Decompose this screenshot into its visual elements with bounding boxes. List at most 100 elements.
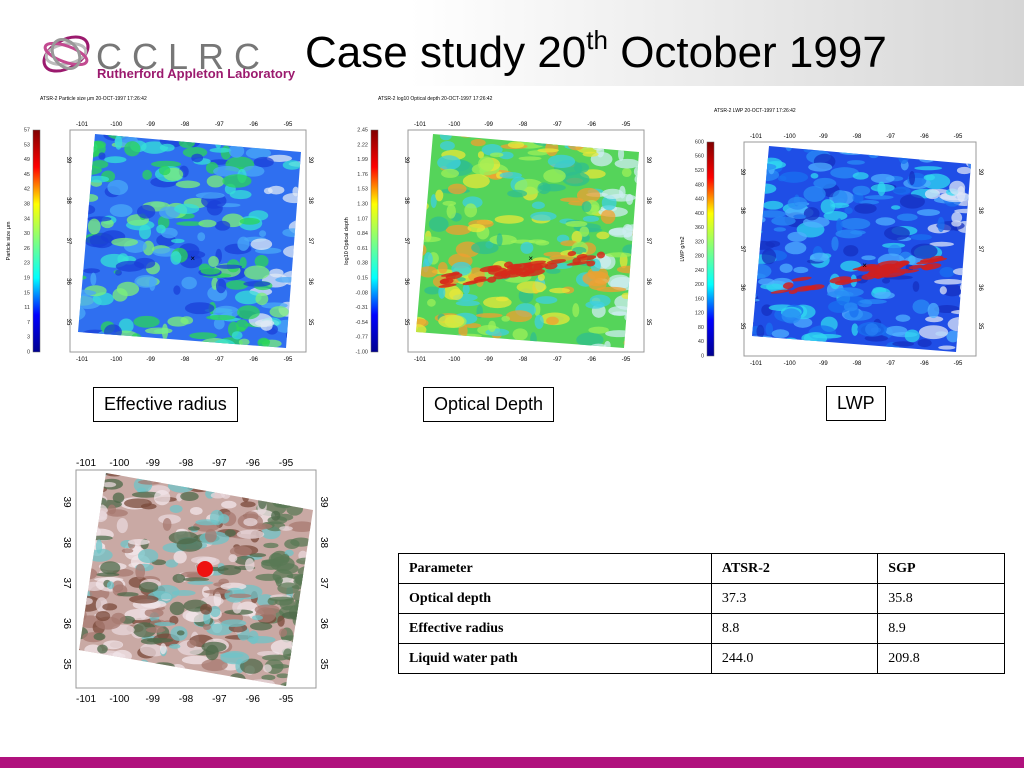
map-blob xyxy=(547,154,576,169)
map-blob xyxy=(191,153,204,163)
map-blob xyxy=(205,528,217,543)
map-blob xyxy=(234,290,262,305)
map-blob xyxy=(263,664,272,673)
map-blob xyxy=(117,592,139,597)
colorbar-tick-label: 2.45 xyxy=(357,127,368,133)
map-blob xyxy=(576,187,601,203)
map-blob xyxy=(813,177,837,189)
map-blob xyxy=(171,238,185,244)
map-blob xyxy=(596,286,627,293)
map-blob xyxy=(109,204,133,217)
map-blob xyxy=(206,623,234,636)
map-blob xyxy=(475,313,503,318)
map-blob xyxy=(938,345,956,350)
map-blob xyxy=(477,151,484,159)
map-blob xyxy=(170,251,182,265)
map-blob xyxy=(494,215,524,224)
map-blob xyxy=(140,503,157,510)
map-blob xyxy=(565,220,588,227)
map-blob xyxy=(195,192,225,199)
map-blob xyxy=(202,623,211,631)
map-blob xyxy=(442,200,457,206)
map-streak xyxy=(445,273,463,280)
lon-tick-label: -101 xyxy=(750,361,763,367)
map-blob xyxy=(545,268,561,274)
lat-tick-label: 37 xyxy=(65,238,71,245)
lon-tick-label: -99 xyxy=(146,357,155,363)
map-streak xyxy=(901,269,920,274)
colorbar-tick-label: 7 xyxy=(27,320,30,326)
cell: Optical depth xyxy=(398,583,712,614)
map-blob xyxy=(142,169,152,180)
map-blob xyxy=(430,194,437,209)
map-streak xyxy=(518,271,531,278)
logo-text: CCLRC xyxy=(96,36,271,77)
map-blob xyxy=(213,165,241,177)
map-blob xyxy=(756,210,787,218)
lon-tick-label: -96 xyxy=(920,361,929,367)
map-blob xyxy=(172,573,186,583)
map-blob xyxy=(489,152,504,158)
map-streak xyxy=(506,263,522,270)
lon-tick-label: -98 xyxy=(519,357,528,363)
map-blob xyxy=(501,315,511,322)
colorbar-tick-label: 30 xyxy=(24,231,30,237)
lat-tick-label: 35 xyxy=(61,658,72,670)
map-blob xyxy=(213,317,225,330)
panel-heading: ATSR-2 Particle size μm 20-OCT-1997 17:2… xyxy=(40,96,147,102)
map-blob xyxy=(244,265,270,280)
map-blob xyxy=(278,628,288,637)
map-blob xyxy=(111,612,126,625)
map-streak xyxy=(508,268,521,275)
map-blob xyxy=(852,185,871,196)
map-blob xyxy=(102,603,118,611)
map-blob xyxy=(134,257,156,269)
map-blob xyxy=(118,318,134,334)
map-blob xyxy=(154,622,176,627)
lon-tick-label: -98 xyxy=(179,694,194,705)
lab-name: Rutherford Appleton Laboratory xyxy=(97,66,296,81)
map-blob xyxy=(416,318,429,328)
map-blob xyxy=(520,241,534,254)
map-blob xyxy=(582,215,600,222)
map-blob xyxy=(942,284,963,297)
map-blob xyxy=(896,213,918,222)
colorbar-tick-label: 26 xyxy=(24,246,30,252)
lon-tick-label: -97 xyxy=(886,134,895,140)
map-blob xyxy=(870,173,895,184)
colorbar-tick-label: 45 xyxy=(24,172,30,178)
map-streak xyxy=(895,260,910,267)
lon-tick-label: -95 xyxy=(954,361,963,367)
colorbar-tick-label: 480 xyxy=(695,182,704,188)
lon-tick-label: -100 xyxy=(784,361,797,367)
map-blob xyxy=(158,165,171,176)
title-rest: October 1997 xyxy=(607,28,887,77)
map-streak xyxy=(867,265,878,269)
map-blob xyxy=(925,316,944,323)
map-blob xyxy=(534,314,544,329)
map-streak xyxy=(526,268,536,273)
site-dot xyxy=(197,561,213,577)
map-blob xyxy=(884,226,910,241)
colorbar-label: log10 Optical depth xyxy=(344,217,350,264)
map-blob xyxy=(112,580,124,593)
caption: Optical Depth xyxy=(423,387,555,422)
map-blob xyxy=(832,190,848,206)
lon-tick-label: -96 xyxy=(587,357,596,363)
map-blob xyxy=(200,267,220,275)
map-blob xyxy=(206,175,225,188)
map-blob xyxy=(893,186,911,195)
map-streak xyxy=(577,255,597,261)
map-blob xyxy=(115,269,122,276)
map-streak xyxy=(874,272,883,279)
map-blob xyxy=(489,234,517,245)
map-blob xyxy=(250,238,273,250)
map-blob xyxy=(189,332,218,340)
lat-tick-label: 38 xyxy=(645,197,651,204)
map-blob xyxy=(225,280,249,290)
lon-tick-label: -100 xyxy=(109,458,129,469)
map-blob xyxy=(116,517,128,534)
map-streak xyxy=(921,264,934,271)
map-blob xyxy=(251,615,263,621)
map-blob xyxy=(215,278,227,294)
